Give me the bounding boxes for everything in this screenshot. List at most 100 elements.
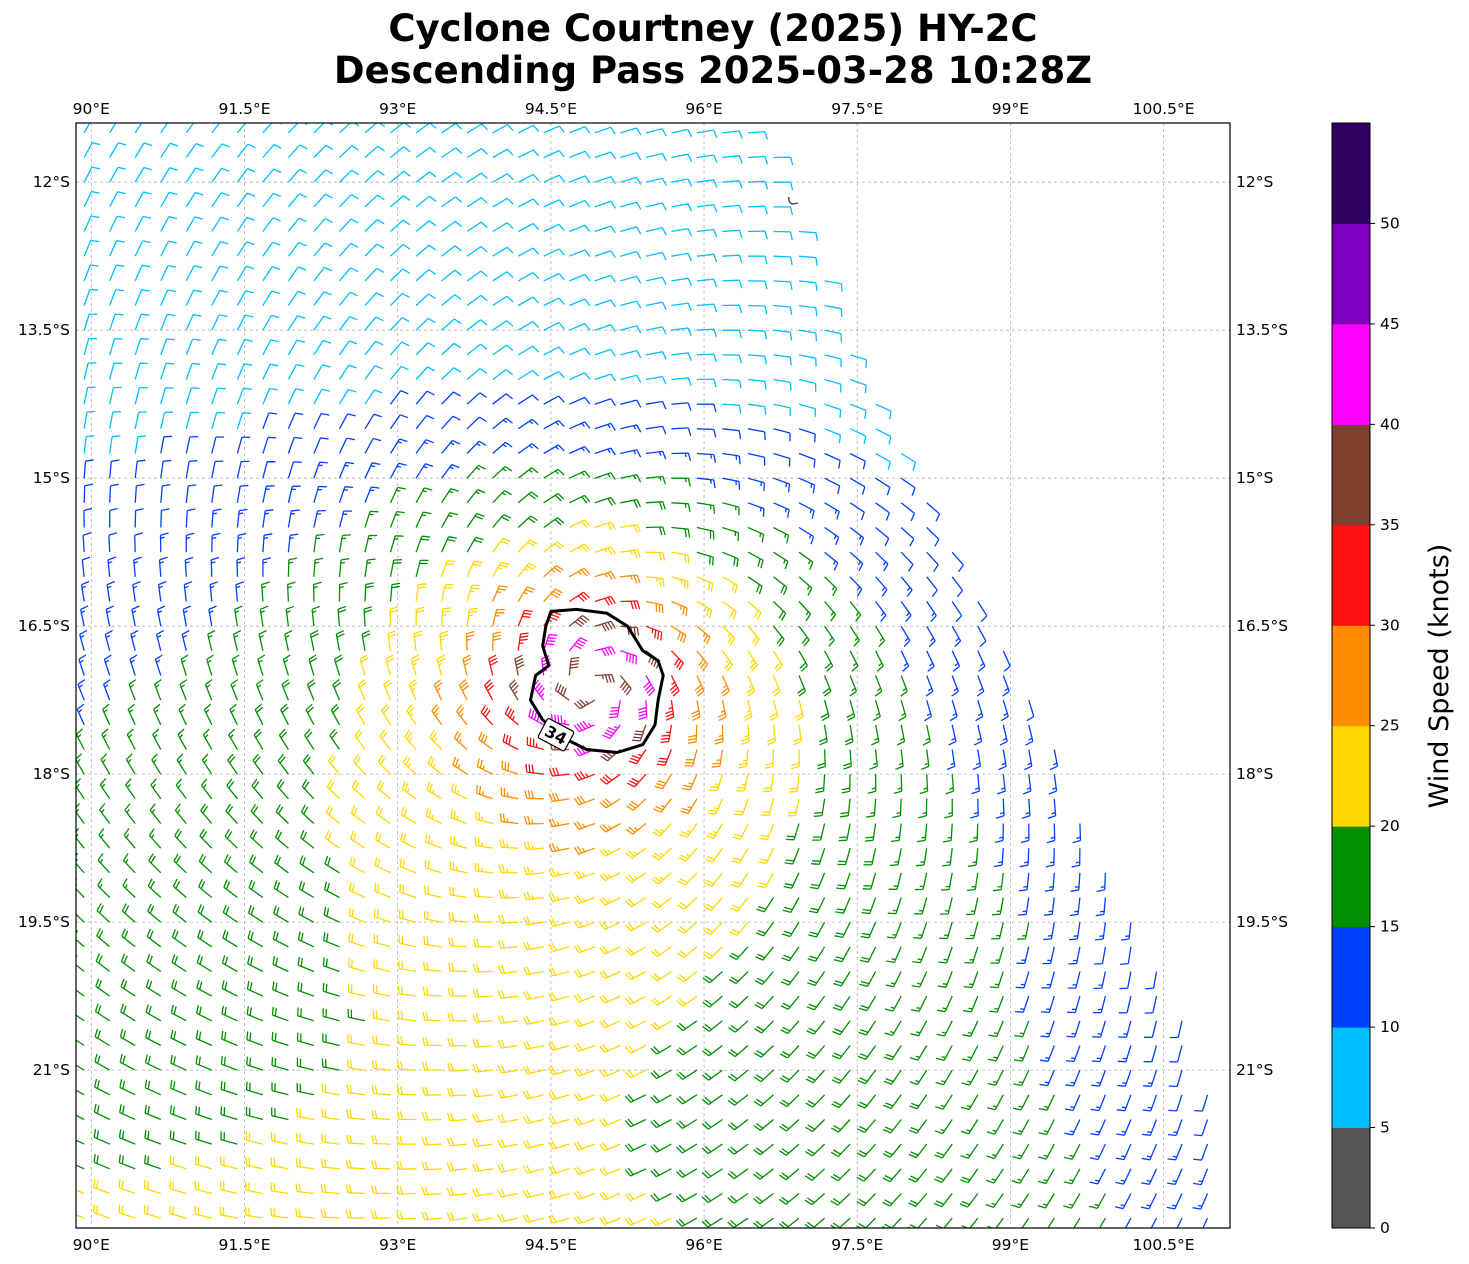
wind-barb	[910, 1020, 928, 1037]
wind-barb	[449, 861, 468, 874]
wind-barb	[805, 1094, 826, 1108]
wind-barb	[942, 823, 953, 843]
wind-barb	[295, 1208, 314, 1219]
wind-barb	[882, 1119, 902, 1134]
wind-barb	[754, 995, 774, 1010]
wind-barb	[230, 679, 239, 701]
wind-barb	[681, 773, 698, 791]
wind-barb	[1092, 995, 1107, 1014]
wind-barb	[472, 988, 493, 998]
wind-barb	[415, 583, 427, 602]
wind-barb	[893, 774, 903, 795]
wind-barb	[709, 774, 724, 792]
wind-barb	[747, 551, 764, 569]
wind-barb	[389, 365, 409, 380]
wind-barb	[170, 979, 187, 997]
wind-barb	[145, 979, 162, 997]
wind-barb	[962, 1020, 979, 1037]
wind-barb	[990, 946, 1004, 964]
wind-barb	[696, 228, 718, 238]
wind-barb	[144, 1129, 162, 1145]
wind-barb	[106, 580, 115, 602]
wind-barb	[211, 460, 224, 479]
wind-barb	[650, 995, 672, 1006]
wind-barb	[652, 823, 672, 837]
wind-barb	[354, 729, 366, 750]
wind-barb	[234, 605, 243, 627]
wind-barb	[1091, 1069, 1107, 1087]
wind-barb	[766, 724, 776, 746]
wind-barb	[951, 551, 964, 573]
wind-barb	[747, 354, 767, 365]
wind-barb	[177, 728, 187, 750]
wind-barb	[1067, 971, 1081, 989]
wind-barb	[1167, 1119, 1183, 1137]
wind-barb	[313, 169, 334, 183]
wind-barb	[676, 995, 698, 1007]
wind-barb	[573, 1141, 596, 1151]
wind-barb	[937, 971, 953, 988]
lon-tick-label-bottom: 96°E	[685, 1236, 722, 1254]
wind-barb	[390, 317, 410, 331]
wind-barb	[696, 203, 718, 213]
wind-barb	[492, 148, 514, 159]
wind-barb	[548, 767, 570, 777]
wind-barb	[1000, 700, 1009, 722]
wind-barb	[833, 971, 851, 987]
wind-barb	[134, 166, 152, 183]
wind-barb	[323, 881, 340, 899]
wind-barb	[645, 501, 666, 511]
wind-barb	[246, 980, 264, 997]
wind-barb	[987, 1094, 1004, 1111]
colorbar-bin	[1332, 223, 1370, 325]
wind-barb	[93, 1078, 110, 1096]
wind-barb	[991, 922, 1004, 940]
wind-barb	[638, 700, 648, 721]
wind-barb	[357, 679, 367, 701]
wind-barb	[184, 556, 194, 577]
wind-barb	[798, 576, 813, 596]
wind-barb	[301, 779, 315, 800]
wind-barb	[963, 995, 979, 1013]
wind-barb	[364, 194, 385, 208]
wind-barb	[676, 970, 698, 983]
wind-barb	[599, 1167, 621, 1176]
wind-barb	[548, 917, 570, 928]
wind-barb	[884, 995, 902, 1012]
wind-barb	[514, 654, 525, 676]
wind-barb	[645, 526, 666, 536]
wind-barb	[421, 1061, 442, 1071]
wind-barb	[397, 1010, 417, 1022]
wind-barb	[472, 1187, 493, 1197]
wind-barb	[236, 484, 249, 503]
colorbar-bin	[1332, 625, 1370, 727]
wind-barb	[677, 897, 698, 910]
wind-barb	[236, 314, 254, 331]
wind-barb	[287, 168, 308, 183]
wind-barb	[508, 679, 519, 701]
colorbar-tick-label: 10	[1380, 1018, 1400, 1036]
wind-barb	[543, 517, 565, 529]
wind-barb	[645, 625, 663, 641]
wind-barb	[696, 576, 714, 592]
wind-barb	[849, 601, 862, 622]
wind-barb	[109, 507, 118, 528]
wind-barb	[246, 1031, 264, 1047]
wind-barb	[522, 1189, 544, 1199]
wind-barb	[696, 253, 718, 263]
wind-barb	[1041, 971, 1055, 989]
wind-barb	[722, 428, 742, 439]
wind-barb	[134, 123, 143, 134]
wind-barb	[313, 412, 330, 430]
wind-barb	[492, 417, 513, 430]
wind-barb	[224, 828, 238, 849]
wind-barb	[109, 386, 122, 405]
wind-barb	[632, 724, 647, 742]
wind-barb	[81, 556, 91, 577]
wind-barb	[523, 866, 544, 876]
wind-barb	[1015, 995, 1030, 1013]
wind-barb	[101, 728, 111, 750]
wind-barb	[271, 1006, 289, 1022]
wind-barb	[295, 1133, 315, 1145]
wind-barb	[466, 148, 488, 159]
